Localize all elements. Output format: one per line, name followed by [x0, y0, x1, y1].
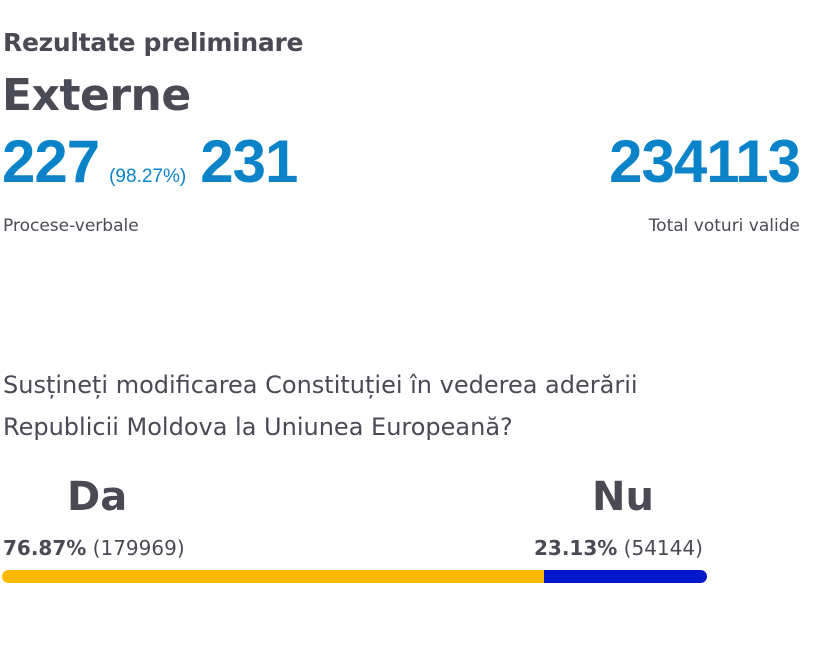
- yes-votes: (179969): [92, 536, 185, 560]
- reports-label: Procese-verbale: [3, 216, 139, 236]
- no-option-label: Nu: [592, 474, 654, 520]
- referendum-question: Susțineți modificarea Constituției în ve…: [3, 364, 703, 448]
- no-bar-segment: [543, 570, 707, 583]
- question-line-1: Susțineți modificarea Constituției în ve…: [3, 371, 638, 399]
- results-subtitle: Rezultate preliminare: [3, 28, 304, 57]
- yes-bar-segment: [2, 570, 544, 583]
- yes-percent: 76.87%: [3, 536, 87, 560]
- valid-votes-count: 234113: [609, 128, 801, 195]
- valid-votes-label: Total voturi valide: [648, 216, 800, 236]
- region-title: Externe: [2, 70, 191, 121]
- question-line-2: Republicii Moldova la Uniunea Europeană?: [3, 413, 513, 441]
- processed-count: 227: [2, 128, 100, 195]
- no-votes: (54144): [623, 536, 703, 560]
- results-bar: [2, 570, 707, 583]
- yes-option-label: Da: [67, 474, 128, 520]
- processed-percent: (98.27%): [109, 166, 187, 187]
- total-reports-count: 231: [200, 128, 298, 195]
- no-result: 23.13% (54144): [534, 536, 703, 560]
- no-percent: 23.13%: [534, 536, 618, 560]
- processed-stats: 227 (98.27%) 231: [2, 128, 298, 195]
- yes-result: 76.87% (179969): [3, 536, 185, 560]
